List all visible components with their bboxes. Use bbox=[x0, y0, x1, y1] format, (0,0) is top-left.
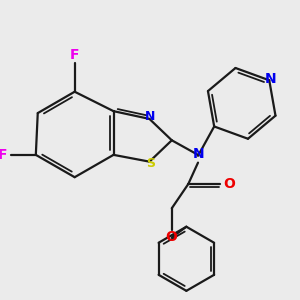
Text: O: O bbox=[165, 230, 177, 244]
Text: N: N bbox=[145, 110, 156, 124]
Text: N: N bbox=[193, 147, 205, 161]
Text: O: O bbox=[223, 177, 235, 191]
Text: S: S bbox=[146, 157, 155, 170]
Text: N: N bbox=[264, 72, 276, 86]
Text: F: F bbox=[70, 48, 80, 62]
Text: F: F bbox=[0, 148, 8, 162]
